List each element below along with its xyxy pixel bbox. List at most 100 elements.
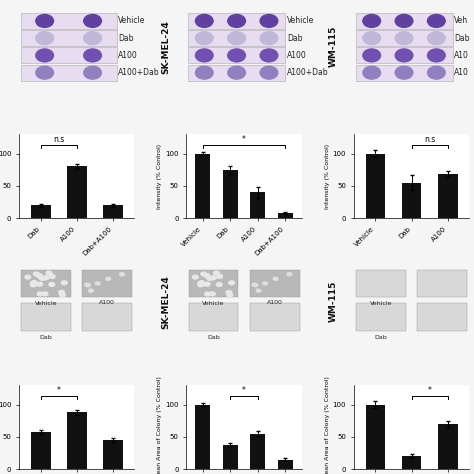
Circle shape: [25, 275, 31, 279]
Circle shape: [106, 277, 110, 280]
Bar: [365, 154, 385, 218]
Circle shape: [36, 15, 54, 27]
Bar: [250, 270, 300, 297]
Circle shape: [260, 32, 278, 45]
Circle shape: [263, 282, 267, 285]
Circle shape: [61, 281, 67, 285]
Circle shape: [428, 32, 445, 45]
Text: n.s: n.s: [424, 135, 435, 144]
Circle shape: [31, 281, 37, 284]
Circle shape: [428, 66, 445, 79]
Text: A100+Dab: A100+Dab: [118, 68, 160, 77]
Text: Dab: Dab: [287, 34, 302, 43]
Circle shape: [260, 15, 278, 27]
Circle shape: [36, 32, 54, 45]
Bar: [189, 270, 238, 297]
Bar: [223, 445, 238, 469]
Bar: [189, 303, 238, 331]
Circle shape: [363, 49, 381, 62]
Text: A100+Dab: A100+Dab: [287, 68, 328, 77]
Circle shape: [84, 49, 101, 62]
Text: WM-115: WM-115: [328, 26, 337, 67]
Circle shape: [256, 289, 261, 292]
Circle shape: [199, 281, 204, 284]
Circle shape: [228, 66, 246, 79]
Circle shape: [227, 293, 233, 297]
Bar: [82, 303, 132, 331]
Bar: [188, 13, 285, 29]
Circle shape: [207, 276, 213, 280]
Text: *: *: [242, 135, 246, 144]
Circle shape: [395, 66, 413, 79]
Bar: [356, 64, 453, 81]
Bar: [103, 205, 123, 218]
Bar: [31, 205, 51, 218]
Text: Vehicle: Vehicle: [202, 301, 225, 306]
Circle shape: [195, 66, 213, 79]
Circle shape: [287, 273, 292, 276]
Bar: [250, 303, 300, 331]
Circle shape: [204, 283, 210, 286]
Text: A100: A100: [100, 300, 115, 305]
Circle shape: [43, 276, 49, 280]
Text: Dab: Dab: [40, 335, 53, 339]
Circle shape: [395, 49, 413, 62]
Circle shape: [195, 32, 213, 45]
Bar: [356, 13, 453, 29]
Bar: [188, 64, 285, 81]
Circle shape: [252, 283, 257, 286]
Bar: [223, 170, 238, 218]
Bar: [31, 432, 51, 469]
Text: A100: A100: [267, 300, 283, 305]
Circle shape: [42, 292, 48, 296]
Circle shape: [213, 271, 219, 275]
Circle shape: [216, 283, 222, 286]
Bar: [356, 270, 406, 297]
Circle shape: [59, 291, 64, 294]
Circle shape: [260, 66, 278, 79]
Text: Vehicle: Vehicle: [287, 17, 314, 26]
Bar: [21, 64, 117, 81]
Circle shape: [253, 283, 258, 287]
Bar: [365, 404, 385, 469]
Text: n.s: n.s: [53, 135, 64, 144]
Circle shape: [363, 32, 381, 45]
Circle shape: [210, 292, 215, 296]
Text: A100: A100: [118, 51, 138, 60]
Y-axis label: Intensity (% Control): Intensity (% Control): [325, 144, 330, 209]
Bar: [278, 460, 293, 469]
Text: Vehicle: Vehicle: [35, 301, 57, 306]
Text: Vehicle: Vehicle: [118, 17, 146, 26]
Y-axis label: Mean Area of Colony (% Control): Mean Area of Colony (% Control): [157, 376, 163, 474]
Text: Dab: Dab: [454, 34, 470, 43]
Circle shape: [363, 66, 381, 79]
Bar: [417, 270, 467, 297]
Text: Dab: Dab: [374, 335, 387, 339]
Circle shape: [192, 275, 198, 279]
Circle shape: [260, 49, 278, 62]
Bar: [401, 456, 421, 469]
Circle shape: [37, 283, 43, 286]
Text: A100: A100: [287, 51, 307, 60]
Circle shape: [198, 283, 204, 287]
Circle shape: [228, 15, 246, 27]
Y-axis label: Mean Area of Colony (% Control): Mean Area of Colony (% Control): [325, 376, 330, 474]
Circle shape: [428, 49, 445, 62]
Circle shape: [85, 283, 90, 286]
Circle shape: [217, 274, 222, 278]
Circle shape: [273, 277, 278, 280]
Circle shape: [36, 66, 54, 79]
Bar: [195, 154, 210, 218]
Bar: [438, 174, 457, 218]
Bar: [188, 30, 285, 46]
Bar: [21, 13, 117, 29]
Circle shape: [198, 282, 203, 286]
Circle shape: [89, 289, 93, 292]
Circle shape: [201, 272, 207, 276]
Bar: [356, 303, 406, 331]
Text: Dab: Dab: [207, 335, 220, 339]
Bar: [250, 192, 265, 218]
Circle shape: [86, 283, 91, 287]
Bar: [82, 270, 132, 297]
Text: Veh: Veh: [454, 17, 468, 26]
